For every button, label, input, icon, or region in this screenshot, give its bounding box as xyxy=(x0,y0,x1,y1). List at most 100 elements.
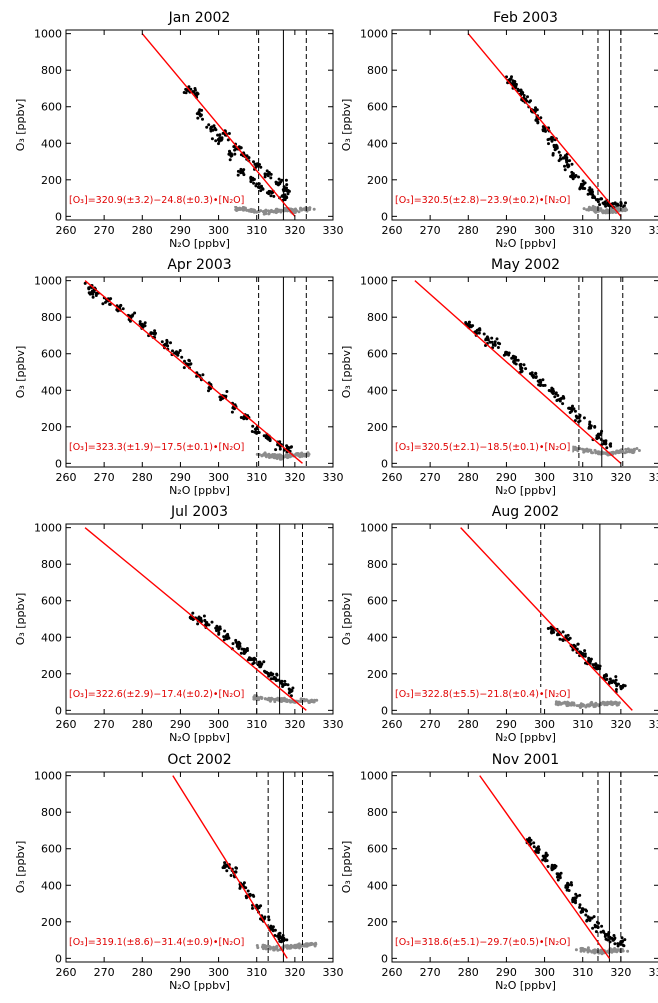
data-point xyxy=(241,883,245,886)
data-point xyxy=(546,138,550,142)
data-point xyxy=(544,129,547,133)
x-tick-label: 320 xyxy=(610,471,631,484)
data-point xyxy=(553,395,557,399)
x-tick-label: 260 xyxy=(56,224,77,237)
data-point xyxy=(581,186,585,190)
data-point xyxy=(561,701,565,705)
data-point xyxy=(547,389,551,392)
data-point xyxy=(566,159,569,163)
x-tick-label: 280 xyxy=(132,718,153,731)
data-point xyxy=(626,949,630,953)
data-point xyxy=(605,446,609,450)
y-tick-label: 1000 xyxy=(360,275,388,288)
panel-2: [O₃]=320.5(±2.8)−23.9(±0.2)•[N₂O] 260 270 2… xyxy=(340,10,658,250)
x-tick-label: 290 xyxy=(496,718,517,731)
data-point xyxy=(228,149,231,153)
x-tick-label: 330 xyxy=(649,471,658,484)
data-point xyxy=(632,448,636,452)
data-point xyxy=(579,702,583,706)
data-point xyxy=(149,331,153,335)
data-point xyxy=(294,208,298,212)
data-point xyxy=(624,201,627,205)
x-tick-label: 330 xyxy=(649,966,658,979)
data-point xyxy=(234,640,238,644)
data-point xyxy=(513,361,517,365)
data-point xyxy=(621,949,625,953)
x-tick-label: 290 xyxy=(496,224,517,237)
data-point xyxy=(207,623,211,627)
data-point xyxy=(574,892,578,896)
data-point xyxy=(271,677,275,681)
data-point xyxy=(564,634,568,638)
data-point xyxy=(264,945,268,949)
data-point xyxy=(547,142,550,146)
data-point xyxy=(239,170,243,174)
x-axis-label: N₂O [ppbv] xyxy=(495,731,556,744)
data-point xyxy=(537,380,541,384)
plot-frame xyxy=(391,523,658,715)
data-point xyxy=(593,425,597,428)
data-point xyxy=(284,454,288,458)
data-point xyxy=(580,948,583,952)
data-point xyxy=(624,447,628,451)
data-point xyxy=(255,210,259,214)
data-point xyxy=(637,449,641,452)
data-point xyxy=(260,696,264,700)
black-points xyxy=(464,320,613,450)
y-tick-label: 0 xyxy=(55,952,62,965)
data-point xyxy=(280,194,284,198)
x-tick-label: 320 xyxy=(284,224,305,237)
data-point xyxy=(555,145,559,148)
y-axis-label: O₃ [ppbv] xyxy=(14,593,27,646)
data-point xyxy=(139,323,143,327)
data-point xyxy=(572,899,576,903)
data-point xyxy=(534,118,538,122)
y-tick-label: 600 xyxy=(41,843,62,856)
y-tick-label: 400 xyxy=(367,384,388,397)
data-point xyxy=(251,424,255,428)
data-point xyxy=(211,128,215,132)
data-point xyxy=(210,137,214,141)
data-point xyxy=(249,180,253,184)
x-tick-label: 280 xyxy=(132,471,153,484)
data-point xyxy=(582,416,586,420)
data-point xyxy=(593,448,597,452)
data-point xyxy=(519,88,523,92)
plot-area xyxy=(83,277,311,467)
fit-label: [O₃]=322.8(±5.5)−21.8(±0.4)•[N₂O] xyxy=(395,689,570,700)
y-tick-label: 600 xyxy=(41,348,62,361)
data-point xyxy=(575,447,578,451)
data-point xyxy=(516,358,520,362)
data-point xyxy=(552,389,556,393)
data-point xyxy=(297,452,301,456)
data-point xyxy=(188,359,191,363)
data-point xyxy=(291,209,295,213)
data-point xyxy=(284,682,288,686)
data-point xyxy=(210,620,214,624)
data-point xyxy=(612,450,616,454)
y-tick-label: 200 xyxy=(41,421,62,434)
data-point xyxy=(216,133,220,137)
y-tick-label: 200 xyxy=(41,668,62,681)
grey-points xyxy=(255,941,318,952)
y-axis-label: O₃ [ppbv] xyxy=(340,346,353,399)
data-point xyxy=(261,187,265,191)
data-point xyxy=(225,390,229,393)
data-point xyxy=(143,321,147,325)
data-point xyxy=(280,178,284,182)
x-tick-label: 280 xyxy=(458,471,479,484)
data-point xyxy=(604,204,608,208)
data-point xyxy=(519,367,523,371)
y-tick-label: 1000 xyxy=(34,28,62,41)
data-point xyxy=(193,87,197,90)
data-point xyxy=(244,886,248,890)
data-point xyxy=(307,943,311,947)
data-point xyxy=(558,399,562,403)
x-tick-label: 290 xyxy=(170,471,191,484)
data-point xyxy=(566,881,570,885)
data-point xyxy=(510,356,514,360)
data-point xyxy=(217,142,220,146)
data-point xyxy=(287,698,291,702)
plot-frame xyxy=(391,771,658,963)
data-point xyxy=(604,442,608,446)
